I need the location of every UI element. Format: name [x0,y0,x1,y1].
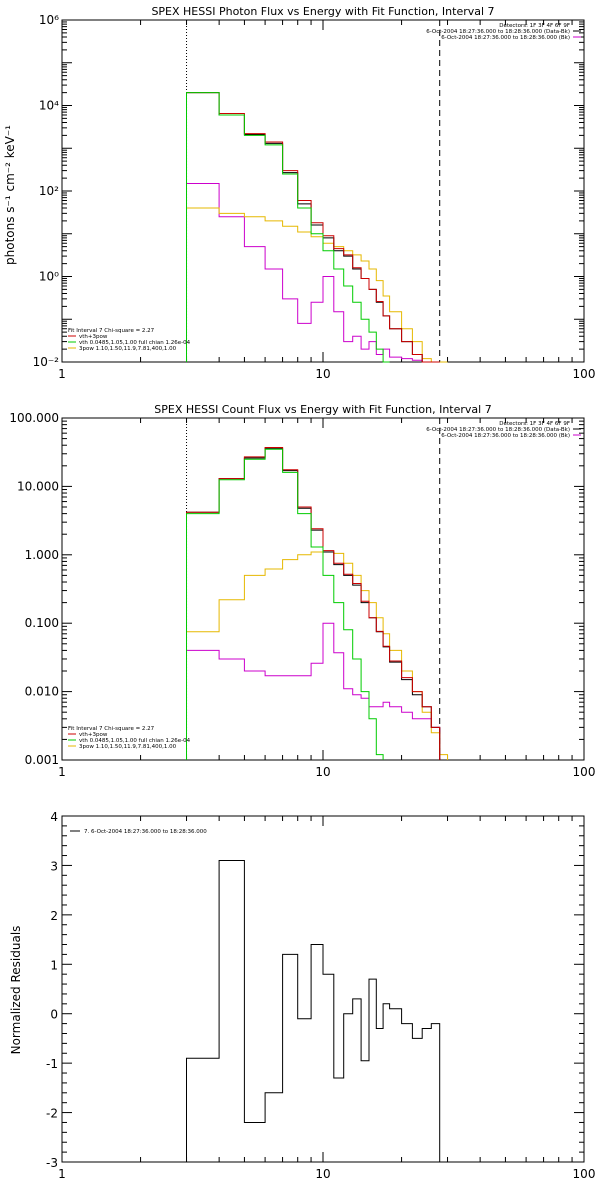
count-flux-panel: SPEX HESSI Count Flux vs Energy with Fit… [9,403,595,779]
residuals-panel: Normalized Residuals 1 10 100 -3 -2 -1 0 1 2 3 4 7.… [9,810,595,1181]
photon-flux-title: SPEX HESSI Photon Flux vs Energy with Fi… [151,5,494,18]
x-tick-label: 1 [58,765,66,779]
y-tick-label: 1 [50,958,58,972]
series-3pow [186,551,448,760]
x-tick-label: 10 [315,367,330,381]
x-tick-label: 100 [573,1167,596,1181]
legend-top-right-item: Detectors: 1F 3F 4F 6F 9F [499,421,570,427]
plot-frame [61,815,585,1163]
y-tick-label: 10.000 [17,479,59,493]
count-flux-title: SPEX HESSI Count Flux vs Energy with Fit… [154,403,491,416]
y-tick-label: 100.000 [9,411,59,425]
y-tick-label: 0 [50,1008,58,1022]
legend-bottom-left-item: vth 0.0485,1.05,1.00 full chian 1.26e-04 [79,738,191,744]
photon-flux-ylabel: photons s⁻¹ cm⁻² keV⁻¹ [3,125,17,265]
series-data-bk [186,447,441,760]
y-tick-label: -3 [46,1156,58,1170]
legend-top-left-item: 7. 6-Oct-2004 18:27:36.000 to 18:28:36.0… [84,829,207,835]
photon-flux-panel: SPEX HESSI Photon Flux vs Energy with Fi… [3,5,595,381]
legend-bottom-left-item: Fit Interval 7 Chi-square = 2.27 [68,328,155,334]
y-tick-label: -2 [46,1107,58,1121]
legend-bottom-left-item: vth 0.0485,1.05,1.00 full chian 1.26e-04 [79,340,191,346]
series-bk [186,183,440,363]
x-tick-label: 10 [315,1167,330,1181]
residuals-ylabel: Normalized Residuals [9,926,23,1055]
x-tick-label: 10 [315,765,330,779]
y-tick-label: 10² [39,184,59,198]
series-3pow [186,207,448,363]
y-tick-label: 3 [50,859,58,873]
series-vth [186,448,384,760]
y-tick-label: 10⁴ [39,99,59,113]
legend-top-right-item: Detectors: 1F 3F 4F 6F 9F [499,23,570,29]
y-tick-label: 0.010 [25,685,59,699]
y-tick-label: 10⁰ [39,270,59,284]
legend-bottom-left-item: Fit Interval 7 Chi-square = 2.27 [68,726,155,732]
legend-bottom-left-item: 3pow 1.10,1.50,11.9,7.81,400,1.00 [79,744,177,750]
legend-top-right-item: 6-Oct-2004 18:27:36.000 to 18:28:36.000 … [441,433,570,439]
x-tick-label: 100 [573,765,596,779]
y-tick-label: 10⁻² [33,355,60,369]
legend-top-right-item: 6-Oct-2004 18:27:36.000 to 18:28:36.000 … [441,35,570,41]
legend-top-right-item: 6-Oct-2004 18:27:36.000 to 18:28:36.000 … [426,427,570,433]
legend-bottom-left-item: vth+3pow [79,334,108,340]
series-7 [186,860,441,1162]
x-tick-label: 100 [573,367,596,381]
y-tick-label: 0.001 [25,753,59,767]
y-tick-label: -1 [46,1057,58,1071]
x-tick-label: 1 [58,1167,66,1181]
series-vth [186,92,390,363]
series-vth-3pow [186,447,441,760]
y-tick-label: 4 [50,810,58,824]
series-bk [186,622,441,760]
y-tick-label: 0.100 [25,616,59,630]
legend-top-right-item: 6-Oct-2004 18:27:36.000 to 18:28:36.000 … [426,29,570,35]
plot-frame [61,417,585,761]
y-tick-label: 1.000 [25,548,59,562]
y-tick-label: 2 [50,909,58,923]
y-tick-label: 10⁶ [39,13,59,27]
legend-bottom-left-item: 3pow 1.10,1.50,11.9,7.81,400,1.00 [79,346,177,352]
legend-bottom-left-item: vth+3pow [79,732,108,738]
x-tick-label: 1 [58,367,66,381]
plot-frame [61,19,585,363]
